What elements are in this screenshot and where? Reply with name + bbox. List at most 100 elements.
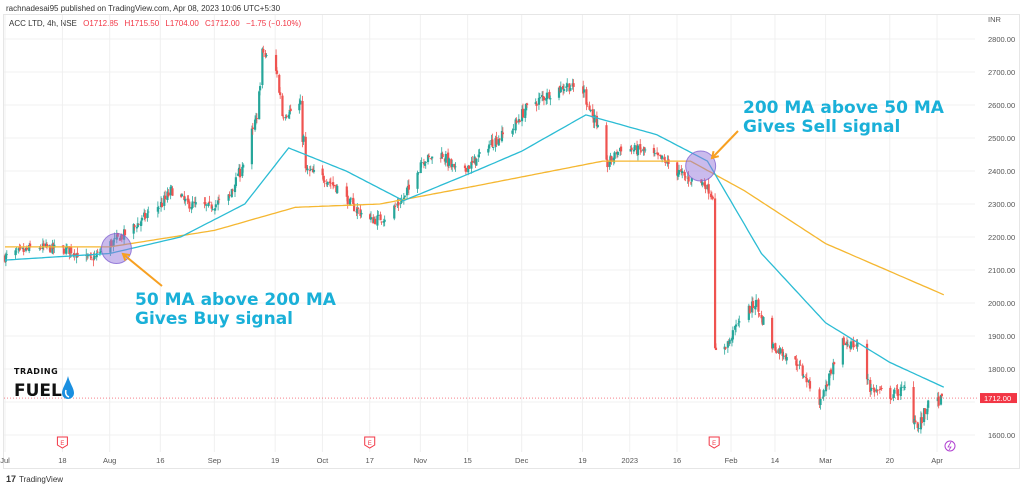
time-tick-label: 16 [156, 456, 164, 465]
candle-body [704, 184, 707, 190]
time-tick-label: Oct [317, 456, 330, 465]
candle-body [562, 89, 566, 92]
candle-body [329, 182, 332, 184]
price-tick-label: 2200.00 [988, 233, 1015, 242]
candle-body [677, 170, 681, 175]
candle-body [190, 207, 193, 210]
symbol-name[interactable]: ACC LTD, 4h, NSE [9, 19, 77, 28]
candle-body [180, 194, 184, 197]
candle-body [208, 201, 211, 203]
candle-body [400, 200, 403, 203]
candle-body [521, 108, 525, 118]
annotation-arrow [711, 130, 739, 159]
candle-body [734, 324, 738, 327]
candle-body [758, 313, 761, 315]
candle-body [464, 167, 468, 172]
candle-body [726, 341, 729, 348]
annotation-arrow [122, 253, 163, 287]
candle-body [546, 92, 549, 100]
candle-body [140, 217, 143, 221]
footer-brand[interactable]: TradingView [19, 474, 64, 484]
candle-body [17, 248, 20, 251]
close-value: C1712.00 [205, 19, 240, 28]
candle-body [227, 194, 230, 201]
candle-body [477, 154, 480, 158]
candle-body [832, 362, 835, 375]
candle-body [880, 388, 883, 389]
candle-body [524, 108, 527, 118]
price-tick-label: 2300.00 [988, 200, 1015, 209]
candle-body [760, 314, 763, 319]
candle-body [808, 381, 812, 389]
candle-body [937, 396, 940, 406]
candle-body [680, 169, 683, 172]
ma50-line [4, 114, 945, 388]
lightning-icon [944, 440, 956, 452]
candle-body [751, 301, 755, 308]
candle-body [265, 55, 268, 57]
candle-body [821, 397, 824, 399]
water-drop-icon [61, 376, 74, 399]
time-tick-label: 2023 [621, 456, 638, 465]
candle-body [403, 195, 406, 198]
candle-body [234, 177, 238, 187]
candle-body [368, 214, 372, 219]
time-tick-label: 20 [886, 456, 894, 465]
candle-body [301, 101, 304, 142]
candle-body [95, 253, 98, 258]
candle-body [919, 417, 922, 430]
candle-body [28, 243, 32, 248]
candle-body [755, 299, 758, 307]
candle-body [382, 220, 385, 223]
candle-body [282, 117, 285, 119]
candle-body [557, 87, 561, 98]
candle-body [156, 207, 159, 212]
candle-body [298, 103, 301, 111]
candle-body [562, 85, 565, 90]
candle-body [170, 187, 173, 189]
candle-body [135, 227, 138, 229]
candle-body [312, 170, 316, 172]
candle-body [383, 219, 386, 222]
candle-body [332, 182, 335, 186]
candle-body [62, 248, 65, 254]
candle-body [380, 221, 383, 223]
time-tick-label: 19 [578, 456, 586, 465]
candle-body [495, 137, 498, 145]
candle-body [876, 390, 879, 392]
candle-body [701, 182, 704, 185]
candle-body [629, 148, 632, 152]
candle-body [518, 120, 521, 123]
earnings-marker-label: E [712, 441, 716, 447]
candle-body [899, 387, 902, 397]
candle-body [49, 245, 52, 253]
open-value: O1712.85 [83, 19, 119, 28]
candle-body [261, 48, 264, 86]
candle-body [903, 386, 907, 388]
buy-annotation: 50 MA above 200 MA Gives Buy signal [135, 291, 336, 329]
candle-body [825, 384, 828, 387]
candle-body [353, 203, 356, 212]
candle-body [242, 164, 245, 168]
candle-body [147, 211, 150, 213]
sell-annotation-line2: Gives Sell signal [743, 117, 901, 137]
candle-body [515, 120, 518, 123]
candle-body [467, 165, 470, 173]
candle-body [136, 223, 139, 228]
candle-body [241, 166, 244, 177]
candle-body [644, 149, 647, 151]
candle-body [326, 181, 329, 185]
candle-body [774, 343, 777, 351]
price-tick-label: 1800.00 [988, 365, 1015, 374]
candle-body [596, 124, 599, 128]
candle-body [258, 86, 262, 91]
price-tick-label: 2100.00 [988, 266, 1015, 275]
candle-body [689, 182, 692, 184]
candle-body [636, 145, 640, 156]
candle-body [133, 225, 136, 228]
candle-body [471, 160, 474, 163]
time-tick-label: Mar [819, 456, 832, 465]
candle-body [819, 398, 822, 406]
candle-body [559, 87, 562, 93]
